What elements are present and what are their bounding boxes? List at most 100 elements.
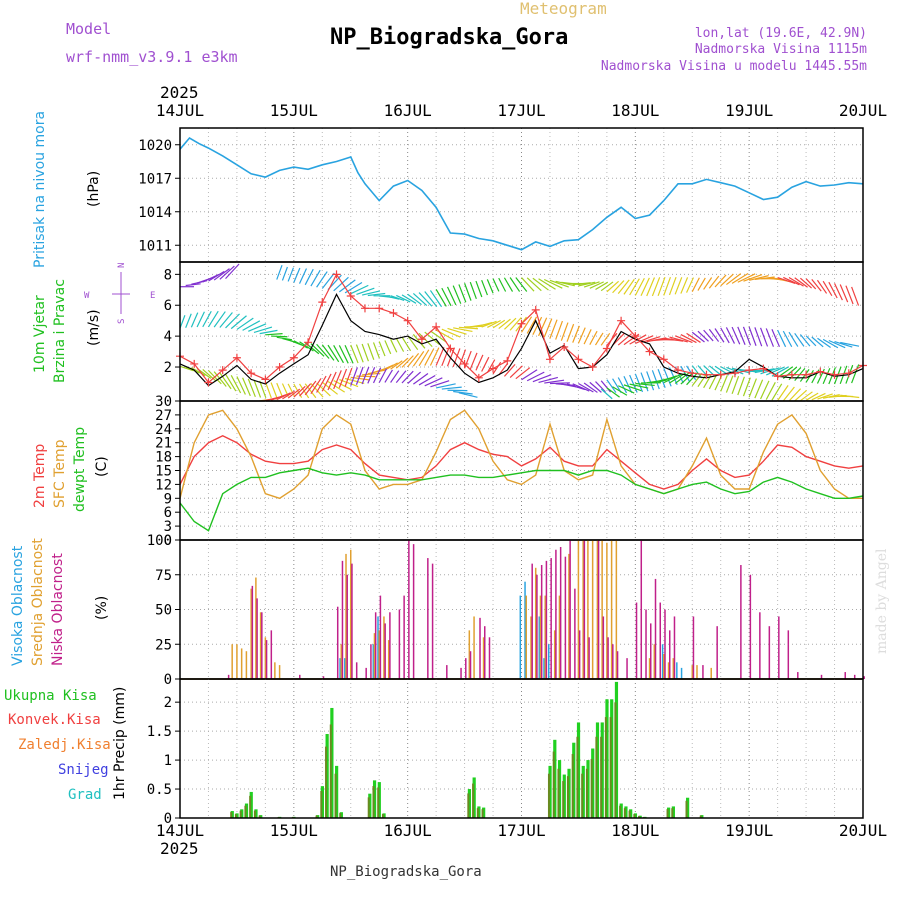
wind-arrow <box>367 343 375 360</box>
wind-arrow <box>777 385 789 401</box>
wind-arrow <box>566 383 586 391</box>
wind-arrow <box>657 277 666 296</box>
wind-arrow <box>674 335 693 343</box>
wind-arrow <box>840 341 860 347</box>
model-name: wrf-nmm_v3.9.1 e3km <box>66 48 238 66</box>
y-tick-label: 1020 <box>138 138 172 154</box>
precip-bar <box>581 765 585 818</box>
wind-arrow <box>481 320 497 328</box>
precip-bar-conv <box>234 814 237 818</box>
y-tick-label: 6 <box>164 505 172 521</box>
wind-arrow <box>219 265 235 280</box>
wind-arrow <box>378 341 386 357</box>
wind-arrow <box>538 376 558 383</box>
wind-arrow <box>230 315 247 330</box>
wind-arrow <box>578 382 594 393</box>
precip-bar-conv <box>476 808 479 818</box>
precip-bar-conv <box>467 793 470 818</box>
wind-arrow <box>742 326 752 346</box>
wind-arrow <box>395 370 407 384</box>
wind-gust-marker <box>346 291 355 300</box>
wind-arrow <box>583 329 592 345</box>
precip-bar <box>572 742 576 818</box>
wind-arrow <box>760 380 770 400</box>
y-tick-label: 1011 <box>138 238 172 254</box>
cloud-unit: (%) <box>94 596 110 620</box>
wind-arrow <box>481 279 488 296</box>
wind-arrow <box>515 367 531 380</box>
pressure-panel: 1020 1017 1014 1011 <box>138 127 864 263</box>
precip-bar <box>557 760 562 818</box>
wind-arrow <box>401 370 414 384</box>
wind-gust-marker <box>318 298 327 307</box>
wind-arrow <box>475 321 493 328</box>
wind-gust-marker <box>631 332 640 341</box>
wind-arrow <box>196 311 205 328</box>
year-top: 2025 <box>160 83 199 102</box>
wind-arrow <box>720 327 730 344</box>
wind-arrow <box>691 331 705 343</box>
precip-bar-conv <box>633 814 636 818</box>
wind-arrow <box>754 327 763 347</box>
wind-arrow <box>544 379 565 384</box>
wind-arrow <box>686 332 701 343</box>
wind-arrow <box>708 328 720 342</box>
wind-arrow <box>190 312 199 328</box>
wind-arrow <box>686 277 694 293</box>
wind-gust-marker <box>574 355 583 364</box>
precip-bar-conv <box>600 736 603 818</box>
wind-arrow <box>629 383 649 389</box>
wind-arrow <box>304 268 314 286</box>
y-tick-label: 75 <box>155 568 172 584</box>
precip-bar-conv <box>666 809 669 818</box>
wind-arrow <box>418 292 433 307</box>
precip-bar-conv <box>671 808 674 818</box>
wind-arrow <box>487 319 501 328</box>
wind-arrow <box>350 344 359 364</box>
wind-gust-marker <box>659 355 668 364</box>
precip-bar <box>667 807 671 818</box>
precip-bar-conv <box>244 805 247 818</box>
wind-arrow <box>401 355 414 368</box>
wind-arrow <box>634 277 645 296</box>
wind-arrow <box>805 278 817 290</box>
wind-arrow <box>361 366 370 385</box>
wind-gust-marker <box>446 344 455 353</box>
wind-arrow <box>623 278 635 295</box>
wind-arrow <box>583 281 600 288</box>
precip-bar <box>576 722 581 818</box>
wind-gust-marker <box>204 378 213 387</box>
wind-gust-marker <box>787 370 796 379</box>
precip-bar <box>671 806 675 818</box>
wind-arrow <box>407 371 422 384</box>
wind-arrow <box>430 330 447 343</box>
wind-arrow <box>225 263 240 280</box>
wind-arrow <box>549 279 569 288</box>
wind-arrow <box>498 277 507 292</box>
wind-arrow <box>287 383 296 398</box>
wind-arrow <box>521 369 538 381</box>
wind-arrow <box>299 383 312 397</box>
temp-2m-line <box>179 435 864 490</box>
wind-arrow <box>765 328 774 347</box>
wind-arrow <box>372 342 380 359</box>
wind-arrow <box>817 393 833 400</box>
wind-arrow <box>321 381 338 395</box>
wind-gust-marker <box>218 366 227 375</box>
wind-arrow <box>441 386 462 390</box>
wind-arrow <box>401 336 412 352</box>
station-title: NP_Biogradska_Gora <box>330 25 568 50</box>
wind-arrow <box>413 373 429 385</box>
wind-compass: N S <box>112 263 130 324</box>
precip-bar <box>249 791 253 818</box>
precip-bar-conv <box>377 787 380 818</box>
precip-total-label: Ukupna Kisa <box>4 688 97 704</box>
precip-bar-conv <box>239 810 242 818</box>
wind-arrow <box>697 330 709 342</box>
precip-bar <box>320 786 324 818</box>
wind-arrow <box>509 365 523 378</box>
wind-gust-marker <box>275 363 284 372</box>
compass-east: E <box>150 291 155 301</box>
wind-arrow <box>350 284 369 295</box>
